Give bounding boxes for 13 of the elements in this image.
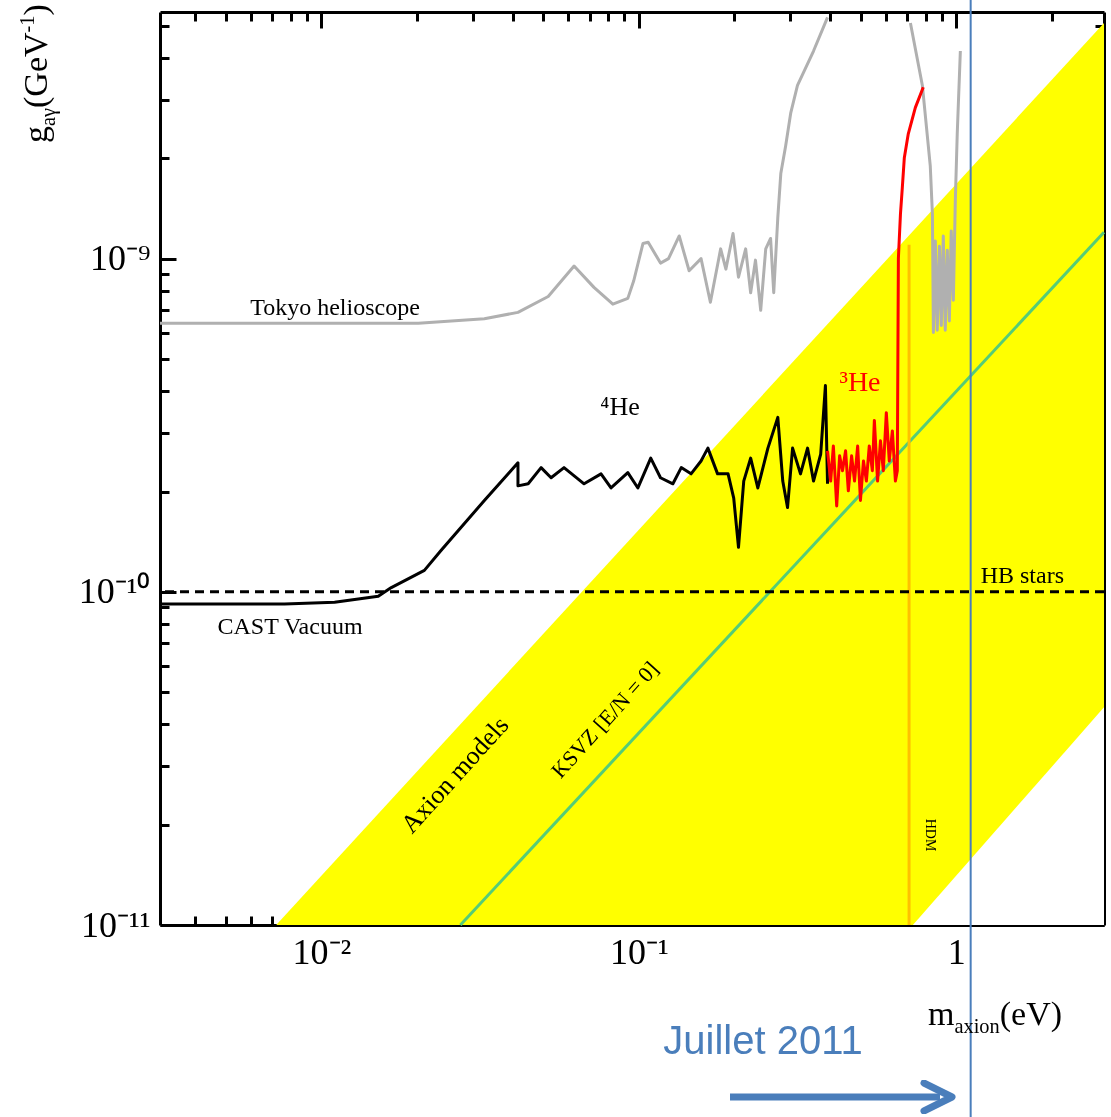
x-tick-label: 10⁻¹ [609, 931, 669, 972]
annotation: ³He [839, 366, 881, 397]
x-tick-label: 1 [947, 931, 966, 972]
annotation: Tokyo helioscope [250, 294, 420, 320]
annotation: HDM [923, 818, 938, 852]
annotation: CAST Vacuum [217, 613, 363, 639]
y-tick-label: 10⁻¹⁰ [78, 571, 151, 612]
y-tick-label: 10⁻⁹ [89, 238, 151, 279]
ref-line-label: HB stars [980, 561, 1064, 588]
annotation: ⁴He [600, 392, 640, 421]
ref-line-label: Juillet 2011 [663, 1018, 863, 1062]
x-tick-label: 10⁻² [292, 931, 352, 972]
y-tick-label: 10⁻¹¹ [80, 904, 151, 945]
